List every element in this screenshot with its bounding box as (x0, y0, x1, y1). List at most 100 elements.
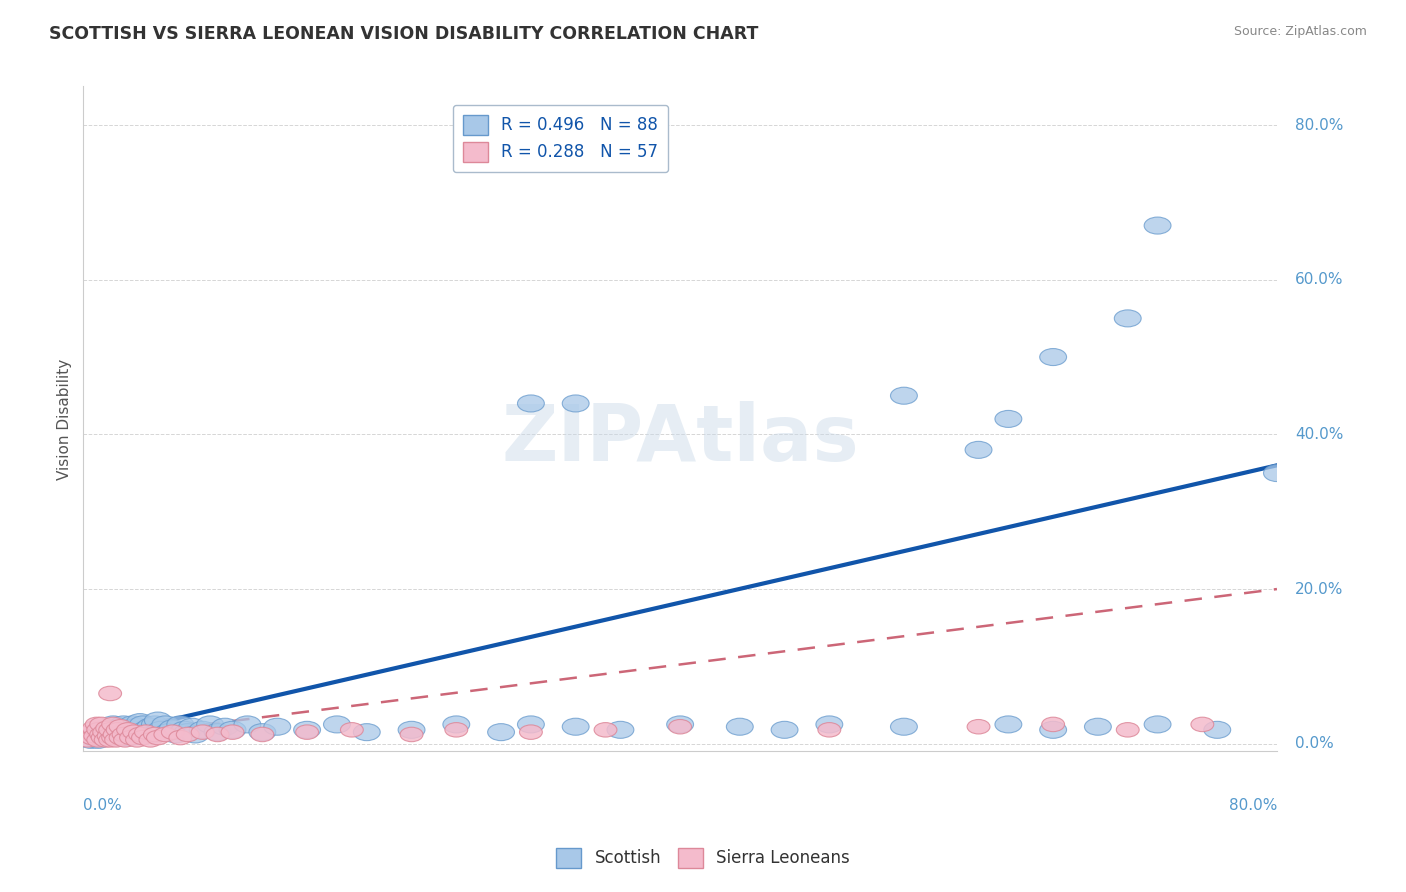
Ellipse shape (1116, 723, 1139, 737)
Ellipse shape (179, 718, 205, 735)
Ellipse shape (519, 725, 543, 739)
Ellipse shape (89, 726, 117, 743)
Text: 0.0%: 0.0% (83, 798, 122, 813)
Ellipse shape (1039, 722, 1067, 739)
Ellipse shape (84, 731, 111, 748)
Ellipse shape (401, 727, 423, 741)
Ellipse shape (93, 720, 120, 737)
Ellipse shape (100, 716, 127, 733)
Ellipse shape (101, 731, 125, 745)
Text: 60.0%: 60.0% (1295, 272, 1343, 287)
Ellipse shape (125, 723, 152, 740)
Ellipse shape (98, 732, 121, 747)
Ellipse shape (169, 731, 191, 745)
Ellipse shape (340, 723, 363, 737)
Ellipse shape (100, 729, 127, 746)
Text: 80.0%: 80.0% (1295, 118, 1343, 133)
Ellipse shape (595, 723, 617, 737)
Ellipse shape (172, 722, 198, 739)
Ellipse shape (197, 716, 224, 733)
Ellipse shape (96, 721, 118, 736)
Ellipse shape (145, 723, 172, 740)
Ellipse shape (98, 723, 121, 737)
Ellipse shape (97, 726, 124, 743)
Ellipse shape (890, 387, 917, 404)
Ellipse shape (607, 722, 634, 739)
Ellipse shape (76, 732, 100, 747)
Ellipse shape (146, 731, 169, 745)
Ellipse shape (115, 720, 142, 737)
Ellipse shape (162, 725, 184, 739)
Ellipse shape (443, 716, 470, 733)
Text: 20.0%: 20.0% (1295, 582, 1343, 597)
Ellipse shape (80, 731, 104, 745)
Ellipse shape (104, 732, 128, 747)
Ellipse shape (181, 726, 208, 743)
Ellipse shape (1264, 465, 1291, 482)
Ellipse shape (86, 717, 108, 731)
Ellipse shape (82, 728, 108, 745)
Ellipse shape (562, 718, 589, 735)
Ellipse shape (111, 723, 139, 740)
Ellipse shape (84, 723, 111, 740)
Ellipse shape (77, 731, 104, 748)
Ellipse shape (1204, 722, 1230, 739)
Ellipse shape (136, 718, 165, 735)
Ellipse shape (107, 729, 134, 746)
Ellipse shape (965, 442, 993, 458)
Ellipse shape (110, 731, 132, 745)
Ellipse shape (264, 718, 291, 735)
Ellipse shape (212, 718, 239, 735)
Ellipse shape (129, 726, 156, 743)
Ellipse shape (249, 723, 276, 740)
Ellipse shape (118, 726, 145, 743)
Ellipse shape (444, 723, 468, 737)
Ellipse shape (219, 722, 246, 739)
Ellipse shape (890, 718, 917, 735)
Text: 0.0%: 0.0% (1295, 736, 1334, 751)
Ellipse shape (105, 722, 132, 739)
Ellipse shape (104, 723, 131, 740)
Ellipse shape (117, 723, 143, 740)
Ellipse shape (101, 728, 128, 745)
Ellipse shape (112, 727, 135, 741)
Ellipse shape (770, 722, 799, 739)
Ellipse shape (94, 732, 117, 747)
Ellipse shape (87, 732, 110, 747)
Ellipse shape (167, 716, 194, 733)
Ellipse shape (87, 723, 110, 737)
Ellipse shape (98, 686, 121, 701)
Text: SCOTTISH VS SIERRA LEONEAN VISION DISABILITY CORRELATION CHART: SCOTTISH VS SIERRA LEONEAN VISION DISABI… (49, 25, 759, 43)
Ellipse shape (97, 729, 120, 743)
Ellipse shape (93, 728, 120, 745)
Ellipse shape (84, 729, 107, 743)
Ellipse shape (323, 716, 350, 733)
Ellipse shape (967, 720, 990, 734)
Ellipse shape (517, 716, 544, 733)
Ellipse shape (488, 723, 515, 740)
Ellipse shape (83, 721, 105, 736)
Ellipse shape (135, 725, 157, 739)
Ellipse shape (995, 716, 1022, 733)
Ellipse shape (995, 410, 1022, 427)
Ellipse shape (110, 720, 132, 734)
Ellipse shape (148, 722, 174, 739)
Ellipse shape (191, 725, 214, 739)
Ellipse shape (142, 716, 169, 733)
Ellipse shape (159, 720, 186, 737)
Ellipse shape (122, 728, 149, 745)
Legend: Scottish, Sierra Leoneans: Scottish, Sierra Leoneans (550, 841, 856, 875)
Ellipse shape (100, 723, 127, 740)
Ellipse shape (174, 723, 201, 740)
Ellipse shape (190, 722, 217, 739)
Ellipse shape (103, 727, 127, 741)
Ellipse shape (125, 732, 149, 747)
Ellipse shape (108, 726, 135, 743)
Ellipse shape (132, 722, 159, 739)
Ellipse shape (1084, 718, 1111, 735)
Ellipse shape (666, 716, 693, 733)
Ellipse shape (134, 723, 160, 740)
Text: Source: ZipAtlas.com: Source: ZipAtlas.com (1233, 25, 1367, 38)
Ellipse shape (294, 722, 321, 739)
Ellipse shape (107, 723, 129, 737)
